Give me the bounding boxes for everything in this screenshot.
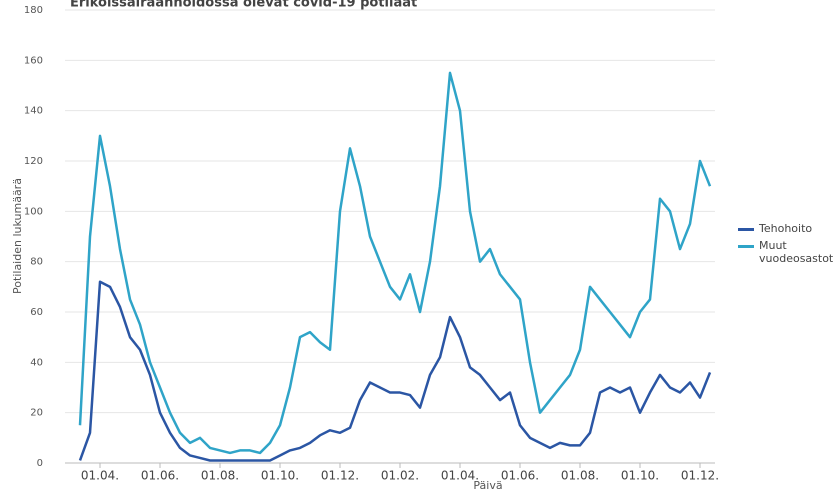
x-tick-label: 01.12.: [321, 469, 359, 483]
y-tick-label: 60: [30, 307, 43, 318]
legend-item[interactable]: Muut vuodeosastot: [738, 239, 833, 265]
y-tick-label: 80: [30, 257, 43, 268]
line-series: [78, 71, 712, 455]
x-tick-label: 01.10.: [261, 469, 299, 483]
y-tick-label: 100: [24, 206, 43, 217]
x-tick-label: 01.04.: [441, 469, 479, 483]
y-tick-label: 120: [24, 156, 43, 167]
x-tick-label: 01.08.: [561, 469, 599, 483]
legend-label: Muut vuodeosastot: [759, 239, 834, 265]
x-axis-label: Päivä: [473, 479, 502, 492]
legend-item[interactable]: Tehohoito: [738, 222, 833, 235]
legend-label: Tehohoito: [759, 222, 813, 235]
y-axis-label: Potilaiden lukumäärä: [11, 178, 24, 294]
chart-title: Erikoissairaanhoidossa olevat covid-19 p…: [70, 0, 417, 11]
y-tick-label: 180: [24, 5, 43, 16]
y-tick-label: 160: [24, 55, 43, 66]
x-tick-label: 01.06.: [141, 469, 179, 483]
legend-swatch: [738, 228, 754, 231]
x-tick-label: 01.02.: [381, 469, 419, 483]
y-tick-label: 140: [24, 106, 43, 117]
legend-swatch: [738, 245, 754, 248]
y-tick-label: 0: [37, 458, 43, 469]
x-tick-label: 01.08.: [201, 469, 239, 483]
x-tick-label: 01.12.: [681, 469, 719, 483]
x-tick-label: 01.04.: [81, 469, 119, 483]
x-tick-label: 01.10.: [621, 469, 659, 483]
x-tick-label: 01.06.: [501, 469, 539, 483]
y-tick-label: 20: [30, 408, 43, 419]
legend: Tehohoito Muut vuodeosastot: [738, 222, 833, 269]
y-tick-label: 40: [30, 357, 43, 368]
line-series: [78, 280, 712, 462]
